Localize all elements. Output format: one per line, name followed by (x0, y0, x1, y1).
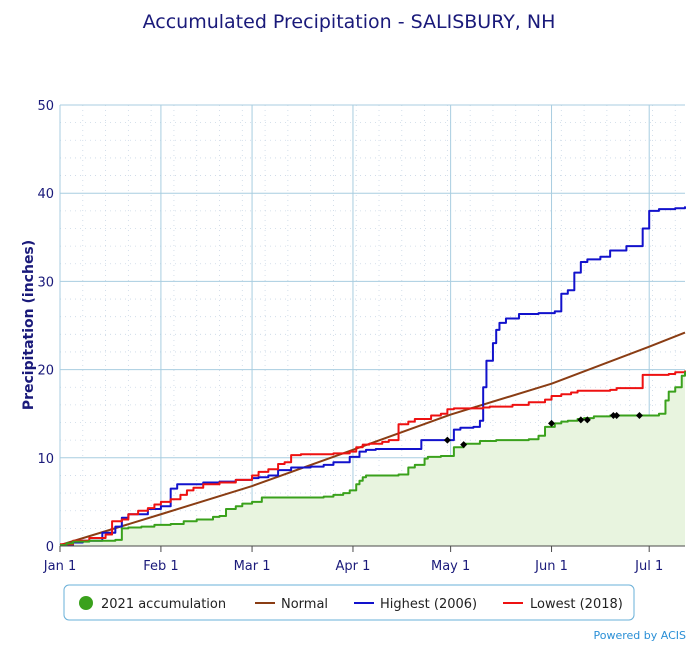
x-tick-label: Jan 1 (43, 559, 76, 574)
legend-label-normal[interactable]: Normal (281, 597, 328, 612)
legend-label-highest[interactable]: Highest (2006) (380, 597, 477, 612)
missing-data-marker[interactable] (577, 416, 585, 424)
legend-box (63, 584, 635, 621)
series-line-lowest-2018[interactable] (60, 370, 686, 546)
x-tick-label: Feb 1 (143, 559, 178, 574)
x-tick-label: Mar 1 (234, 559, 271, 574)
missing-data-markers (443, 411, 643, 449)
legend: 2021 accumulation Normal Highest (2006) … (63, 584, 635, 621)
y-tick-label: 40 (37, 187, 54, 202)
x-tick-label: Jun 1 (534, 559, 568, 574)
y-tick-label: 10 (37, 452, 54, 467)
series-line-2021-accumulation[interactable] (60, 371, 686, 547)
y-tick-label: 50 (37, 99, 54, 114)
legend-label-2021-accumulation[interactable]: 2021 accumulation (101, 597, 226, 612)
series-line-normal[interactable] (59, 331, 686, 547)
missing-data-marker[interactable] (460, 441, 468, 449)
chart-title: Accumulated Precipitation - SALISBURY, N… (143, 11, 556, 33)
missing-data-marker[interactable] (583, 416, 591, 424)
legend-label-lowest[interactable]: Lowest (2018) (530, 597, 623, 612)
y-tick-label: 0 (46, 540, 54, 555)
missing-data-marker[interactable] (548, 419, 556, 427)
y-tick-label: 20 (37, 364, 54, 379)
x-tick-label: Jul 1 (634, 559, 663, 574)
x-tick-label: Apr 1 (336, 559, 371, 574)
x-tick-label: May 1 (431, 559, 470, 574)
credit-link[interactable]: Powered by ACIS (594, 629, 687, 642)
series-area-2021-accumulation (60, 371, 685, 546)
x-axis-ticks: Jan 1 Feb 1 Mar 1 Apr 1 May 1 Jun 1 Jul 1 (43, 546, 663, 574)
y-axis-ticks: 0 10 20 30 40 50 (37, 99, 54, 555)
missing-data-marker[interactable] (443, 436, 451, 444)
y-axis-label: Precipitation (inches) (21, 240, 37, 410)
y-tick-label: 30 (37, 275, 54, 290)
missing-data-marker[interactable] (635, 411, 643, 419)
legend-marker-2021-accumulation (79, 596, 93, 610)
missing-data-marker[interactable] (613, 411, 621, 419)
